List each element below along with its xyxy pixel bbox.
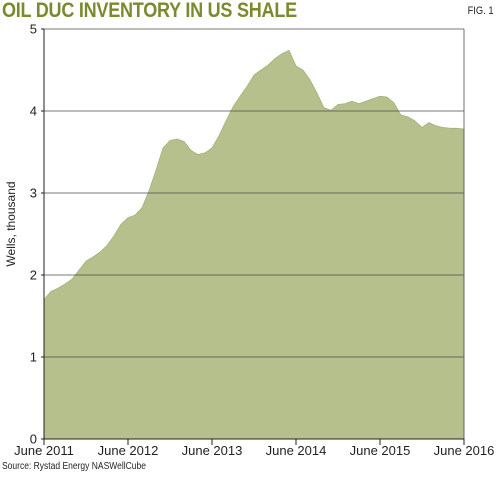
x-tick-label-0: June 2011 xyxy=(14,443,74,458)
figure-label: FIG. 1 xyxy=(468,5,494,17)
x-tick-label-3: June 2014 xyxy=(266,443,327,458)
y-tick-label-4: 4 xyxy=(30,104,37,119)
y-tick-label-2: 2 xyxy=(30,268,37,283)
source-note: Source: Rystad Energy NASWellCube xyxy=(2,461,146,472)
chart-title: OIL DUC INVENTORY IN US SHALE xyxy=(2,0,297,22)
x-tick-label-5: June 2016 xyxy=(434,443,495,458)
y-tick-label-3: 3 xyxy=(30,186,37,201)
y-tick-label-0: 0 xyxy=(30,432,37,447)
y-axis-title: Wells, thousand xyxy=(4,181,18,266)
area-series-0 xyxy=(43,49,465,440)
x-tick-label-4: June 2015 xyxy=(350,443,411,458)
y-tick-label-5: 5 xyxy=(30,22,37,37)
y-tick-label-1: 1 xyxy=(30,350,37,365)
x-tick-label-2: June 2013 xyxy=(182,443,243,458)
plot-area: 0 1 2 3 4 5 June 2011 June 2012 June 2013 June 20… xyxy=(14,22,494,459)
x-tick-label-1: June 2012 xyxy=(98,443,159,458)
